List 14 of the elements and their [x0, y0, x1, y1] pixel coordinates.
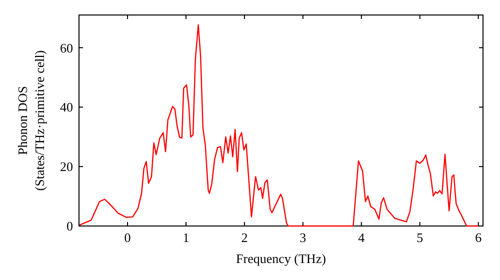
y-tick-label: 40: [60, 100, 73, 115]
x-tick-label: 0: [124, 230, 131, 245]
y-tick-label: 60: [60, 40, 73, 56]
y-tick-label: 20: [60, 159, 73, 174]
x-tick-label: 4: [358, 230, 366, 245]
x-tick-label: 6: [475, 230, 482, 245]
x-axis-title: Frequency (THz): [236, 251, 326, 266]
y-axis-title: Phonon DOS (States/THz·primitive cell): [15, 50, 47, 191]
x-tick-label: 2: [241, 230, 248, 245]
line-series: [78, 24, 479, 227]
x-tick-label: 5: [416, 230, 424, 245]
x-tick-label: 3: [300, 230, 306, 245]
y-tick-label: 0: [66, 218, 73, 234]
x-tick-label: 1: [182, 230, 190, 245]
